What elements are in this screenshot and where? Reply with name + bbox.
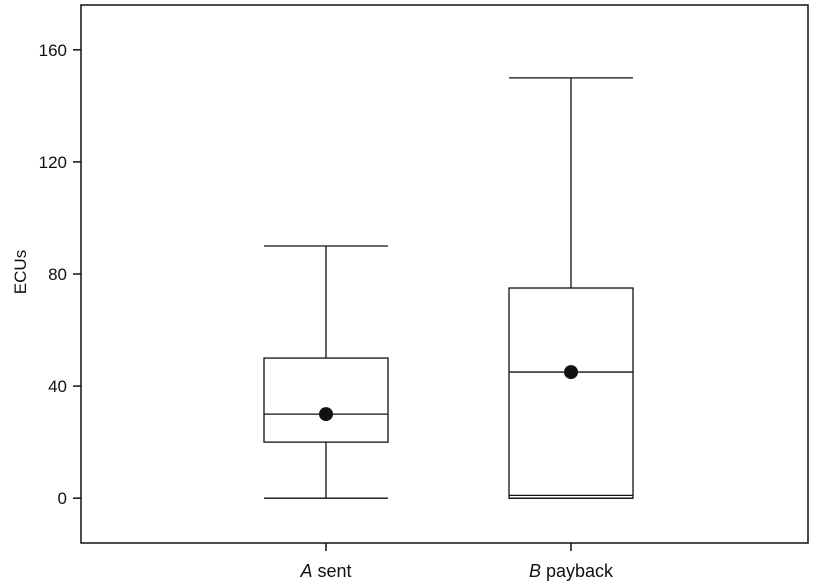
iqr-box <box>508 287 634 499</box>
category-label: payback <box>541 561 614 581</box>
mean-marker <box>564 365 578 380</box>
y-axis: 0 40 80 120 160 <box>39 41 81 508</box>
x-axis: A sent B payback <box>299 543 614 581</box>
category-prefix: A <box>299 561 312 581</box>
mean-marker <box>319 407 333 422</box>
y-tick-label: 40 <box>48 377 67 396</box>
y-tick-label: 0 <box>58 489 67 508</box>
y-tick-label: 160 <box>39 41 67 60</box>
category-label: sent <box>312 561 351 581</box>
x-tick-label: A sent <box>299 561 351 581</box>
boxes <box>263 77 634 499</box>
iqr-box <box>263 357 389 443</box>
box-0 <box>263 245 389 499</box>
plot-frame <box>80 4 809 544</box>
x-tick-label: B payback <box>529 561 614 581</box>
y-tick-label: 80 <box>48 265 67 284</box>
y-tick-label: 120 <box>39 153 67 172</box>
box-1 <box>508 77 634 499</box>
y-axis-label: ECUs <box>11 250 30 294</box>
category-prefix: B <box>529 561 541 581</box>
